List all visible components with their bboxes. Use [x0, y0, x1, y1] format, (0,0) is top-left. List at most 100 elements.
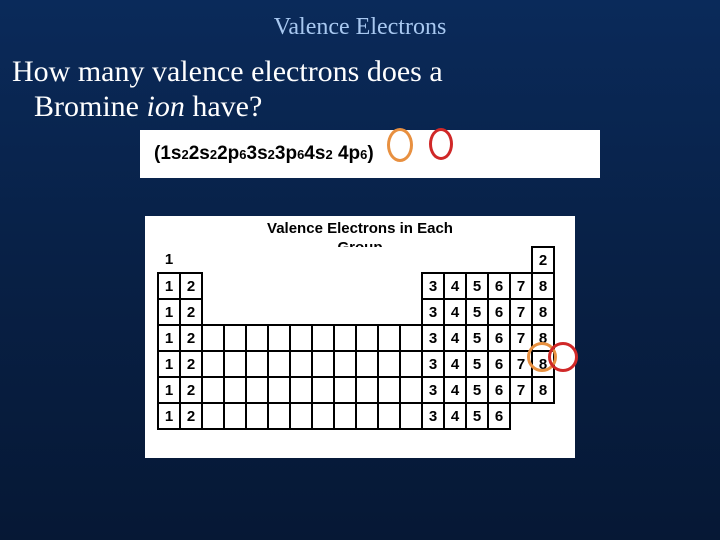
cfg-3s: 3s: [247, 143, 268, 165]
cfg-1s: 1s: [160, 143, 181, 165]
table-cell: [224, 325, 246, 351]
table-cell: [400, 299, 422, 325]
cfg-2s-exp: 2: [210, 147, 217, 162]
table-cell: [378, 273, 400, 299]
table-cell: 2: [180, 377, 202, 403]
table-cell: 7: [510, 299, 532, 325]
table-cell: 4: [444, 325, 466, 351]
table-cell: [334, 403, 356, 429]
table-cell: [378, 299, 400, 325]
table-cell: 5: [466, 377, 488, 403]
table-cell: [312, 247, 334, 273]
table-cell: 8: [532, 377, 554, 403]
table-cell: [510, 247, 532, 273]
table-cell: [290, 351, 312, 377]
table-cell: 1: [158, 247, 180, 273]
table-cell: [224, 351, 246, 377]
table-cell: [290, 273, 312, 299]
table-cell: 6: [488, 299, 510, 325]
table-cell: [246, 403, 268, 429]
cfg-4p-exp: 6: [360, 147, 367, 162]
table-cell: 2: [180, 273, 202, 299]
table-cell: [334, 247, 356, 273]
table-cell: [312, 299, 334, 325]
table-cell: [400, 351, 422, 377]
table-cell: 8: [532, 299, 554, 325]
table-cell: 6: [488, 403, 510, 429]
table-cell: 3: [422, 325, 444, 351]
highlight-circle-red-config: [429, 128, 453, 160]
table-cell: 3: [422, 299, 444, 325]
highlight-circle-red-table: [548, 342, 578, 372]
table-cell: 6: [488, 325, 510, 351]
cfg-2s: 2s: [189, 143, 210, 165]
slide-title: Valence Electrons: [0, 0, 720, 41]
table-cell: 3: [422, 403, 444, 429]
table-cell: 2: [180, 325, 202, 351]
table-cell: [290, 299, 312, 325]
table-cell: [334, 299, 356, 325]
table-cell: 3: [422, 377, 444, 403]
table-cell: [202, 273, 224, 299]
table-cell: 5: [466, 351, 488, 377]
table-cell: [224, 247, 246, 273]
cfg-1s-exp: 2: [181, 147, 188, 162]
table-cell: [224, 299, 246, 325]
table-cell: 1: [158, 325, 180, 351]
table-cell: [246, 247, 268, 273]
table-cell: 3: [422, 351, 444, 377]
table-cell: [334, 377, 356, 403]
table-cell: 5: [466, 325, 488, 351]
table-cell: [334, 351, 356, 377]
table-cell: [246, 299, 268, 325]
table-cell: [246, 325, 268, 351]
table-cell: [224, 403, 246, 429]
table-cell: [246, 377, 268, 403]
cfg-4s: 4s: [304, 143, 325, 165]
table-cell: [378, 247, 400, 273]
table-cell: [268, 377, 290, 403]
table-cell: [400, 247, 422, 273]
table-cell: [290, 247, 312, 273]
table-cell: [532, 403, 554, 429]
table-cell: [202, 299, 224, 325]
table-cell: [290, 377, 312, 403]
table-cell: [202, 351, 224, 377]
table-cell: 4: [444, 351, 466, 377]
cfg-3p: 3p: [275, 143, 297, 165]
periodic-table-container: Valence Electrons in Each Group 12123456…: [145, 216, 575, 458]
table-cell: [268, 351, 290, 377]
cfg-3p-exp: 6: [297, 147, 304, 162]
table-cell: 5: [466, 403, 488, 429]
table-cell: 6: [488, 273, 510, 299]
table-cell: [312, 351, 334, 377]
table-cell: 4: [444, 403, 466, 429]
table-cell: [202, 377, 224, 403]
table-cell: [202, 403, 224, 429]
table-cell: 1: [158, 351, 180, 377]
table-cell: [312, 325, 334, 351]
table-cell: [224, 273, 246, 299]
table-cell: [400, 377, 422, 403]
table-cell: 3: [422, 273, 444, 299]
table-cell: 1: [158, 403, 180, 429]
electron-config-box: ( 1s2 2s2 2p6 3s2 3p6 4s2 4p6 ): [140, 130, 600, 178]
cfg-2p: 2p: [217, 143, 239, 165]
table-cell: [378, 351, 400, 377]
table-cell: [334, 273, 356, 299]
table-cell: [356, 247, 378, 273]
table-cell: [312, 403, 334, 429]
table-cell: 2: [532, 247, 554, 273]
table-cell: [378, 403, 400, 429]
q2a: Bromine: [34, 90, 147, 123]
table-cell: 2: [180, 403, 202, 429]
table-cell: 2: [180, 299, 202, 325]
table-cell: [268, 325, 290, 351]
table-cell: 1: [158, 377, 180, 403]
table-cell: [180, 247, 202, 273]
table-cell: [400, 325, 422, 351]
table-cell: [312, 273, 334, 299]
question-line-2: Bromine ion have?: [12, 90, 708, 125]
table-cell: [268, 247, 290, 273]
table-cell: [400, 403, 422, 429]
